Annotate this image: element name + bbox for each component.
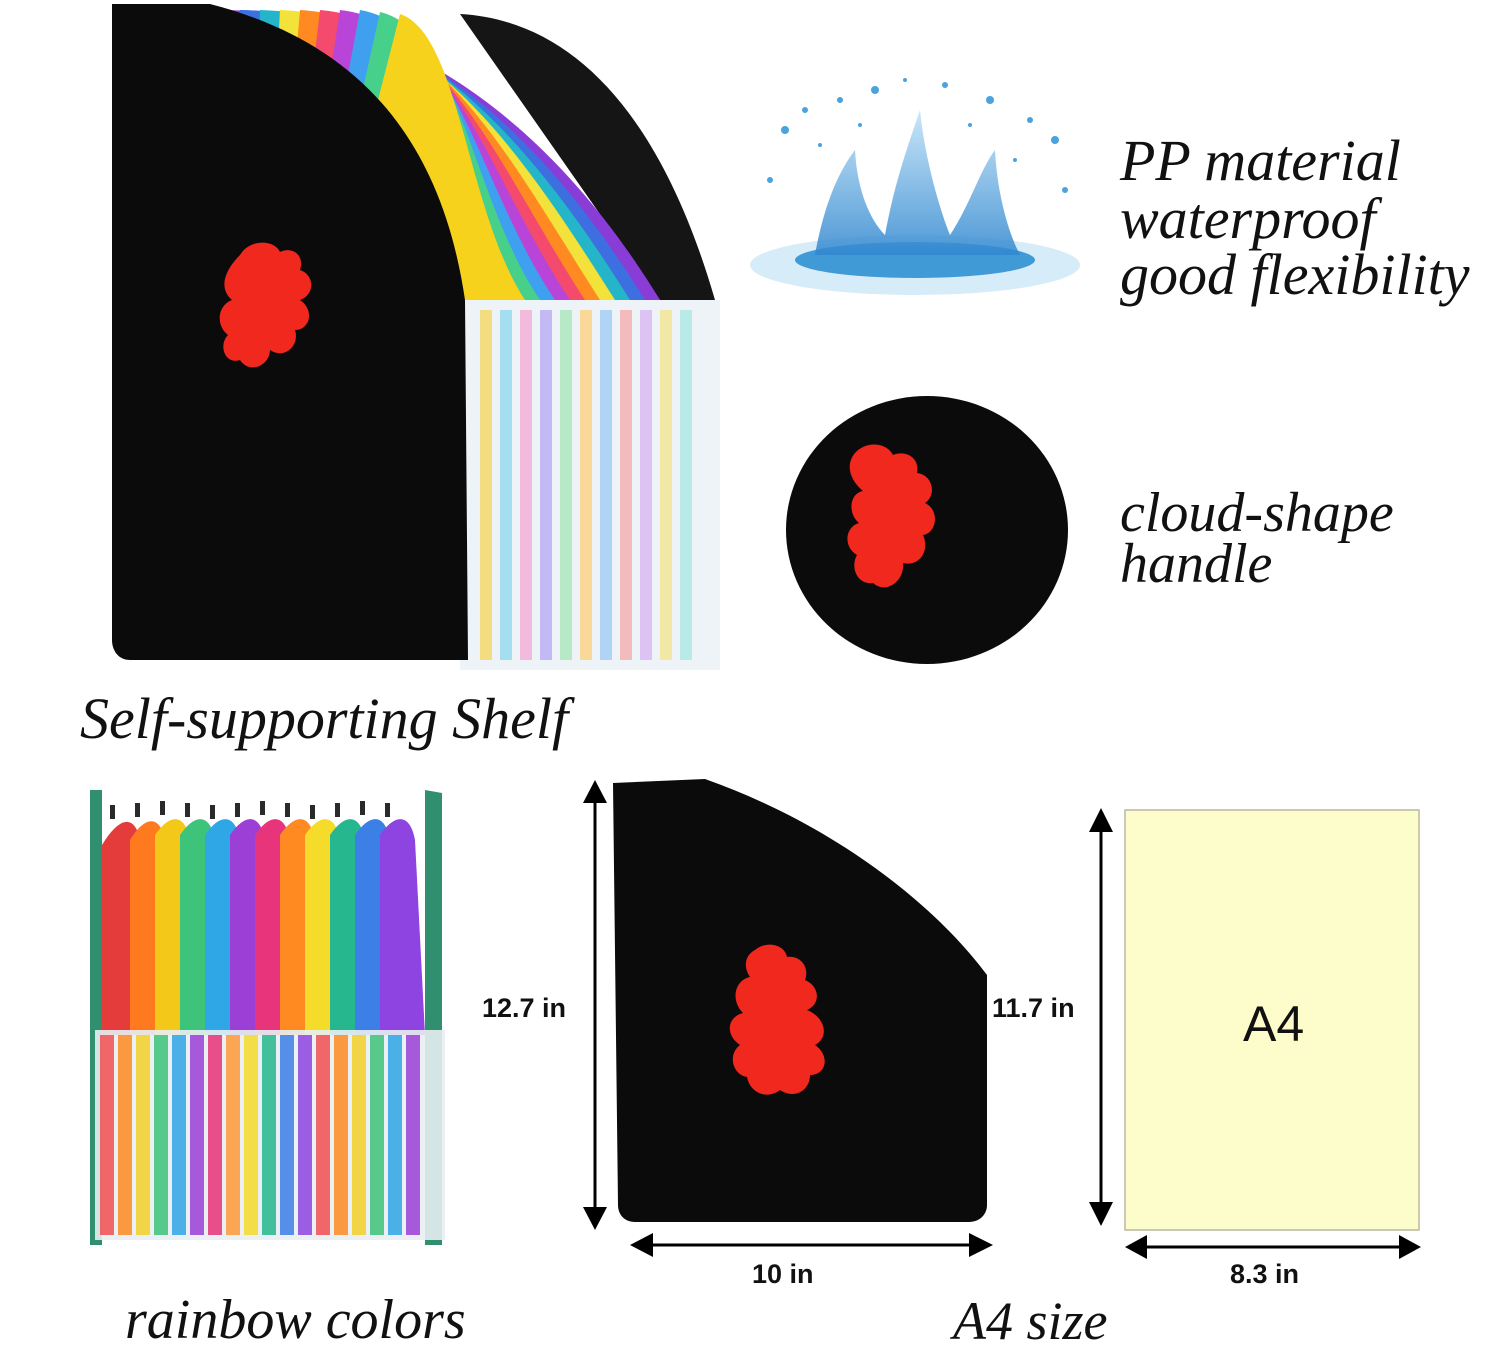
cloud-handle-closeup-icon: [847, 444, 935, 588]
cloud-handle-icon: [219, 242, 312, 368]
accordion-gusset: [460, 300, 720, 670]
organizer-dimension-diagram: [583, 779, 993, 1257]
material-line-2: waterproof: [1120, 186, 1376, 251]
organizer-product-image: [112, 4, 720, 670]
rainbow-organizer-image: [90, 790, 445, 1245]
organizer-height-label: 12.7 in: [482, 993, 567, 1023]
paper-height-label: 11.7 in: [992, 993, 1075, 1023]
a4-paper: [1124, 809, 1420, 1231]
handle-closeup: [786, 396, 1068, 664]
cloud-handle-icon: [729, 944, 825, 1095]
a4-paper-label: A4: [1243, 996, 1305, 1052]
a4-paper-diagram: [1089, 808, 1421, 1259]
rainbow-caption: rainbow colors: [125, 1289, 466, 1351]
material-line-1: PP material: [1120, 128, 1401, 193]
material-line-3: good flexibility: [1120, 242, 1470, 307]
paper-width-label: 8.3 in: [1230, 1259, 1300, 1289]
a4-size-caption: A4 size: [953, 1291, 1108, 1351]
height-arrow: [583, 780, 607, 1230]
width-arrow: [630, 1233, 993, 1257]
paper-height-arrow: [1089, 808, 1113, 1226]
water-splash-icon: [750, 78, 1080, 295]
handle-line-2: handle: [1120, 533, 1273, 595]
paper-width-arrow: [1125, 1235, 1421, 1259]
organizer-width-label: 10 in: [752, 1259, 814, 1289]
handle-line-1: cloud-shape: [1120, 482, 1394, 544]
shelf-caption: Self-supporting Shelf: [80, 686, 569, 751]
